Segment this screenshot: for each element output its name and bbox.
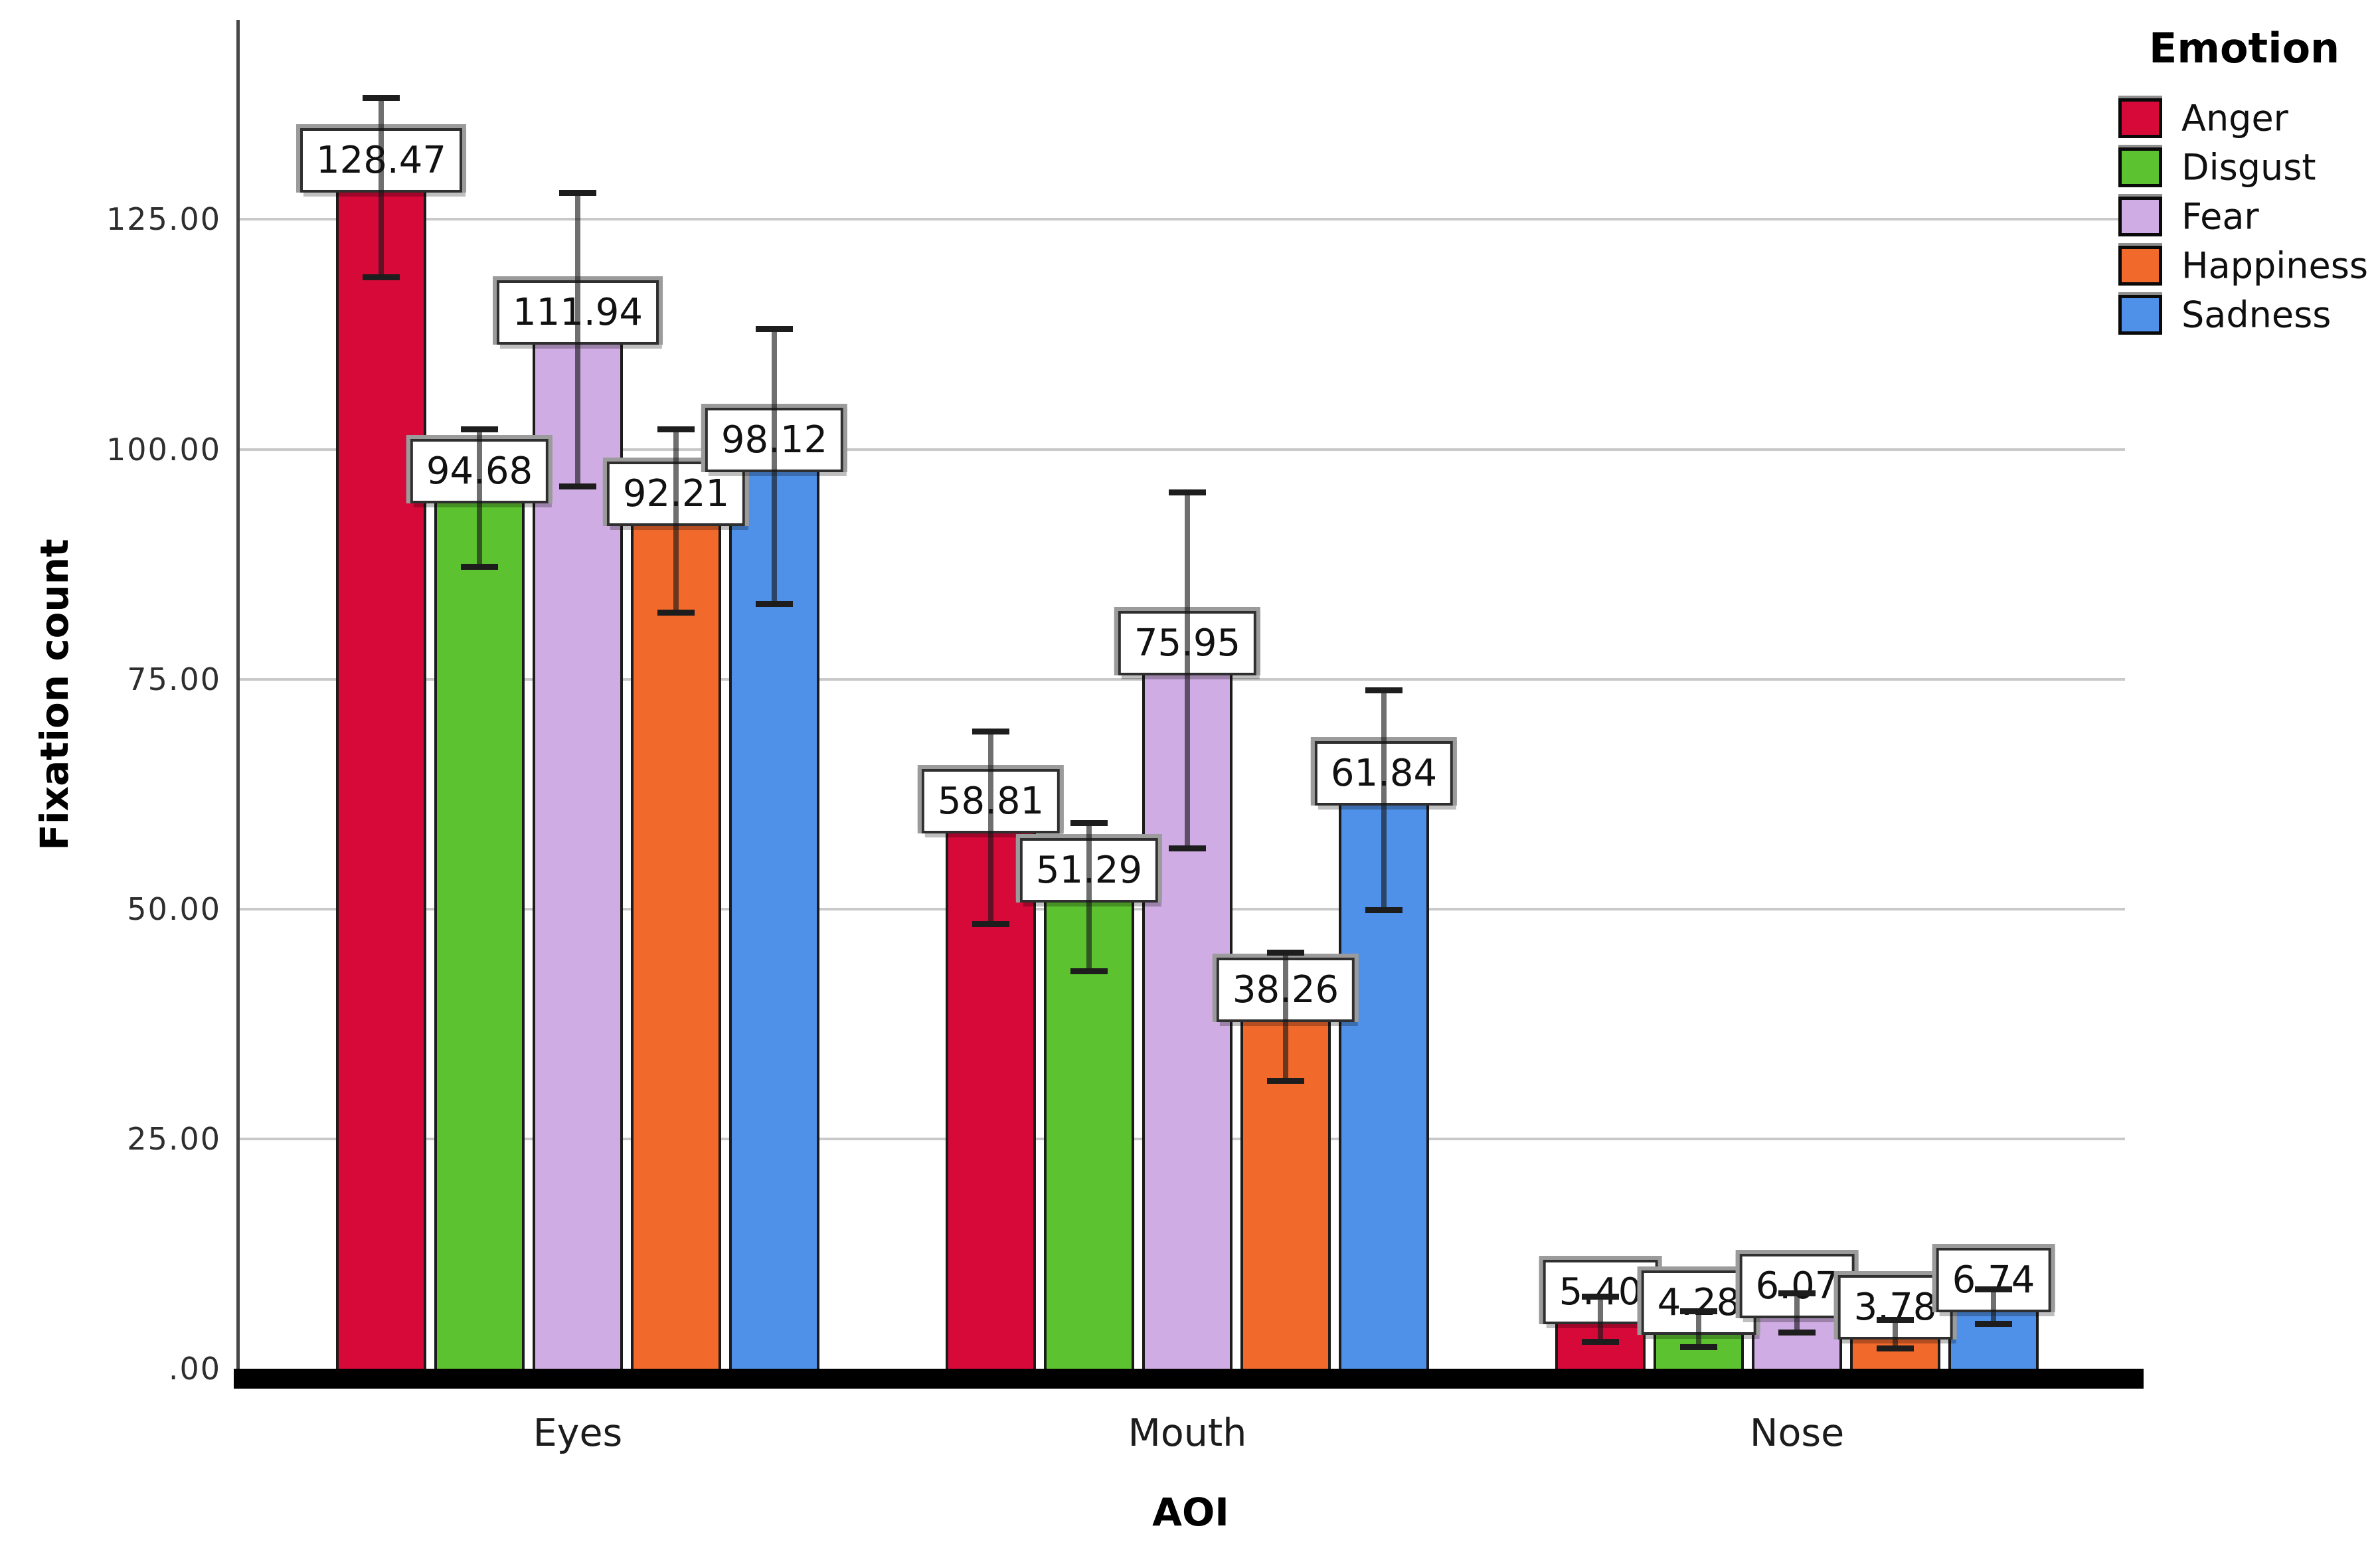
error-bar-disgust-eyes-cap-top — [461, 426, 498, 433]
error-bar-happiness-eyes-line — [673, 428, 679, 613]
error-bar-disgust-nose-cap-top — [1680, 1308, 1717, 1315]
bar-anger-eyes — [336, 187, 426, 1377]
legend-label-fear: Fear — [2181, 195, 2259, 238]
legend-swatch-fear — [2118, 197, 2162, 236]
error-bar-disgust-mouth-cap-top — [1070, 820, 1108, 826]
error-bar-disgust-eyes-line — [477, 429, 482, 567]
error-bar-anger-eyes-line — [379, 97, 384, 278]
gridline-125.00 — [239, 218, 2125, 221]
bar-disgust-mouth — [1044, 897, 1134, 1377]
error-bar-anger-eyes-cap-bottom — [363, 274, 400, 280]
error-bar-sadness-nose-cap-bottom — [1975, 1320, 2012, 1327]
error-bar-anger-mouth-cap-bottom — [972, 921, 1009, 928]
error-bar-sadness-nose-cap-top — [1975, 1286, 2012, 1293]
error-bar-fear-eyes-cap-top — [559, 189, 596, 196]
category-label-eyes: Eyes — [533, 1411, 623, 1455]
error-bar-fear-eyes-cap-bottom — [559, 483, 596, 489]
y-tick-label: 100.00 — [106, 431, 221, 468]
error-bar-happiness-mouth-line — [1283, 952, 1288, 1082]
error-bar-happiness-mouth-cap-bottom — [1267, 1078, 1304, 1084]
legend-swatch-anger — [2118, 98, 2162, 138]
x-axis-line — [234, 1369, 2144, 1389]
category-label-mouth: Mouth — [1128, 1411, 1247, 1455]
error-bar-anger-nose-cap-bottom — [1582, 1338, 1619, 1345]
y-axis-title-text: Fixation count — [32, 539, 77, 851]
error-bar-anger-nose-line — [1598, 1296, 1603, 1342]
error-bar-disgust-eyes-cap-bottom — [461, 563, 498, 570]
bar-happiness-eyes — [631, 521, 721, 1377]
error-bar-sadness-mouth-cap-top — [1365, 687, 1402, 693]
error-bar-disgust-nose-cap-bottom — [1680, 1344, 1717, 1351]
error-bar-sadness-eyes-line — [772, 328, 777, 605]
legend-label-disgust: Disgust — [2181, 146, 2316, 189]
error-bar-fear-mouth-line — [1185, 491, 1190, 849]
error-bar-fear-mouth-cap-bottom — [1169, 845, 1206, 852]
bar-sadness-eyes — [729, 466, 819, 1377]
legend-swatch-disgust — [2118, 147, 2162, 187]
category-label-nose: Nose — [1749, 1411, 1845, 1455]
y-axis-line — [236, 20, 240, 1389]
error-bar-disgust-mouth-cap-bottom — [1070, 968, 1108, 975]
error-bar-sadness-mouth-line — [1381, 689, 1387, 910]
legend-title: Emotion — [2149, 24, 2340, 72]
error-bar-fear-mouth-cap-top — [1169, 489, 1206, 495]
legend-label-sadness: Sadness — [2181, 294, 2332, 336]
error-bar-happiness-eyes-cap-top — [657, 426, 695, 432]
error-bar-disgust-nose-line — [1696, 1311, 1701, 1348]
bar-disgust-eyes — [434, 498, 525, 1377]
legend-swatch-sadness — [2118, 295, 2162, 335]
error-bar-fear-nose-cap-top — [1778, 1290, 1816, 1296]
x-axis-title: AOI — [1152, 1490, 1229, 1535]
error-bar-sadness-eyes-cap-bottom — [756, 601, 793, 608]
error-bar-anger-mouth-cap-top — [972, 729, 1009, 735]
error-bar-sadness-mouth-cap-bottom — [1365, 906, 1402, 913]
y-tick-label: 75.00 — [127, 661, 221, 697]
y-tick-label: 25.00 — [127, 1120, 221, 1157]
error-bar-fear-nose-cap-bottom — [1778, 1330, 1816, 1336]
error-bar-anger-eyes-cap-top — [363, 94, 400, 101]
error-bar-fear-nose-line — [1794, 1292, 1800, 1334]
error-bar-sadness-nose-line — [1991, 1289, 1996, 1324]
gridline-100.00 — [239, 448, 2125, 451]
error-bar-disgust-mouth-line — [1086, 822, 1092, 972]
error-bar-sadness-eyes-cap-top — [756, 325, 793, 332]
error-bar-happiness-eyes-cap-bottom — [657, 609, 695, 616]
error-bar-happiness-mouth-cap-top — [1267, 950, 1304, 956]
legend-label-anger: Anger — [2181, 97, 2288, 139]
y-tick-label: .00 — [168, 1351, 221, 1387]
error-bar-happiness-nose-cap-bottom — [1877, 1345, 1914, 1351]
error-bar-anger-nose-cap-top — [1582, 1293, 1619, 1300]
legend-swatch-happiness — [2118, 246, 2162, 286]
legend-label-happiness: Happiness — [2181, 244, 2368, 287]
error-bar-happiness-nose-cap-top — [1877, 1316, 1914, 1323]
error-bar-happiness-nose-line — [1893, 1319, 1898, 1349]
error-bar-fear-eyes-line — [575, 192, 580, 487]
y-tick-label: 50.00 — [127, 891, 221, 927]
y-tick-label: 125.00 — [106, 201, 221, 238]
error-bar-anger-mouth-line — [988, 731, 993, 925]
